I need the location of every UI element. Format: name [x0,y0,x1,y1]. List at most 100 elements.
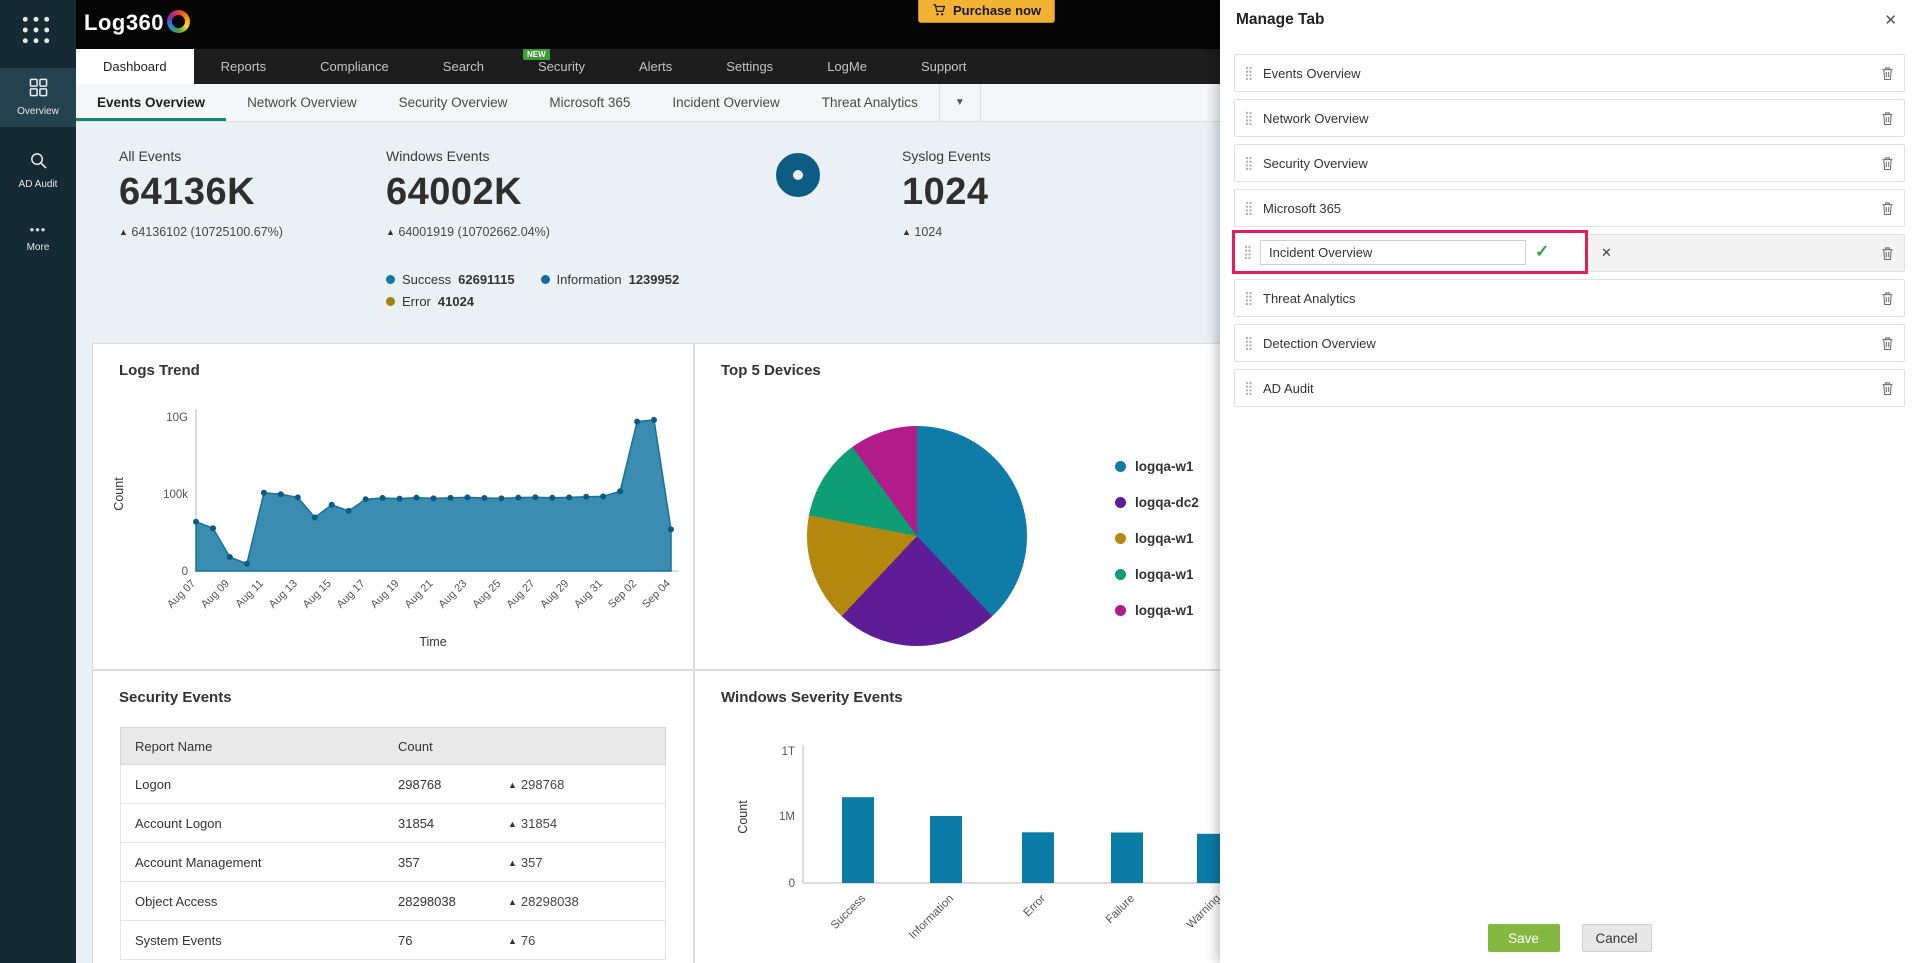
windows-events-legend: Success 62691115 Information 1239952 Error 41… [386,272,786,309]
sidebar: Overview AD Audit ••• More [0,0,76,963]
security-events-table: Report Name Count Logon 298768 ▲ 298768 Accoun… [120,727,666,960]
up-arrow-icon: ▲ [508,779,517,790]
card-title: Windows Severity Events [721,689,903,706]
drag-handle-icon[interactable] [1245,336,1252,351]
up-arrow-icon: ▲ [508,896,517,907]
legend-dot [1115,568,1126,580]
count-cell: 76 [398,932,413,948]
nav-tab-logme[interactable]: LogMe [800,49,894,84]
svg-text:1M: 1M [779,811,795,823]
svg-text:Aug 23: Aug 23 [436,578,469,611]
nav-tab-support[interactable]: Support [894,49,994,84]
legend-dot [1115,604,1126,616]
nav-tab-search[interactable]: Search [416,49,511,84]
cancel-rename-icon[interactable]: ✕ [1601,245,1612,260]
drag-handle-icon[interactable] [1244,245,1251,260]
drag-handle-icon[interactable] [1245,156,1252,171]
tab-overflow-caret[interactable]: ▼ [938,84,981,121]
nav-tab-alerts[interactable]: Alerts [612,49,699,84]
report-name-cell: Object Access [135,893,218,909]
log360-logo[interactable]: Log360 [84,10,191,36]
stat-value: 1024 [902,171,989,213]
stat-title: Syslog Events [902,148,991,164]
drag-handle-icon[interactable] [1245,66,1252,81]
nav-tab-compliance[interactable]: Compliance [293,49,416,84]
syslog-events-stat: Syslog Events 1024 ▲ 1024 [902,148,991,239]
trash-icon[interactable] [1881,201,1894,216]
trash-icon[interactable] [1881,291,1894,306]
trash-icon[interactable] [1881,66,1894,81]
cart-icon [932,3,946,17]
svg-text:10G: 10G [166,412,188,424]
svg-text:Aug 29: Aug 29 [538,578,571,611]
purchase-now-button[interactable]: Purchase now [918,0,1056,23]
sidebar-item-label: AD Audit [18,179,58,190]
count-change-cell: ▲ 31854 [508,815,558,831]
nav-tab-settings[interactable]: Settings [699,49,800,84]
svg-text:Count: Count [736,800,750,834]
chevron-down-icon: ▼ [954,97,965,108]
close-icon[interactable]: ✕ [1884,12,1897,29]
svg-text:Aug 21: Aug 21 [402,578,435,611]
sidebar-item-more[interactable]: ••• More [0,214,76,263]
manage-row-network-overview: Network Overview [1234,99,1905,137]
legend-dot [386,275,395,284]
tab-edit-box: ✓ [1232,230,1588,274]
confirm-rename-icon[interactable]: ✓ [1535,242,1550,261]
trash-icon[interactable] [1881,156,1894,171]
legend-dot [386,297,395,306]
drag-handle-icon[interactable] [1245,111,1252,126]
legend-item-information: Information 1239952 [540,272,679,287]
top5-devices-legend: logqa-w1 logqa-dc2 logqa-w1 logqa-w1 logqa-w… [1115,448,1199,628]
up-arrow-icon: ▲ [386,227,395,237]
count-cell: 31854 [398,815,435,831]
pie-legend-item: logqa-dc2 [1115,484,1199,520]
up-arrow-icon: ▲ [508,857,517,868]
report-name-cell: Logon [135,776,172,792]
nav-tab-reports[interactable]: Reports [194,49,294,84]
sidebar-item-overview[interactable]: Overview [0,68,76,127]
all-events-stat: All Events 64136K ▲ 64136102 (10725100.6… [119,148,283,239]
dashboard-tab-incident-overview[interactable]: Incident Overview [672,95,780,110]
sidebar-item-label: More [26,242,50,253]
nav-tab-security[interactable]: Security NEW [511,49,612,84]
nav-tab-label: Search [442,59,484,74]
dashboard-tab-security-overview[interactable]: Security Overview [398,95,508,110]
dashboard-tab-threat-analytics[interactable]: Threat Analytics [821,95,918,110]
tab-name-input[interactable] [1260,239,1526,265]
dashboard-tab-network-overview[interactable]: Network Overview [247,95,357,110]
pie-legend-item: logqa-w1 [1115,556,1199,592]
windows-events-donut [776,153,820,197]
nav-tab-label: Alerts [638,59,673,74]
trash-icon[interactable] [1881,381,1894,396]
stat-change: ▲ 1024 [902,225,943,239]
trash-icon[interactable] [1881,111,1894,126]
svg-text:Aug 07: Aug 07 [165,578,198,611]
drag-handle-icon[interactable] [1245,381,1252,396]
nav-tab-dashboard[interactable]: Dashboard [76,49,194,84]
drag-handle-icon[interactable] [1245,201,1252,216]
manage-row-detection-overview: Detection Overview [1234,324,1905,362]
svg-text:Aug 31: Aug 31 [572,578,605,611]
panel-footer: Save Cancel [1220,924,1919,952]
new-badge: NEW [523,49,550,60]
legend-dot [1115,496,1126,508]
cancel-button[interactable]: Cancel [1581,924,1652,952]
trash-icon[interactable] [1881,336,1894,351]
drag-handle-icon[interactable] [1245,291,1252,306]
purchase-label: Purchase now [953,2,1042,18]
report-name-cell: Account Logon [135,815,222,831]
trash-icon[interactable] [1881,246,1894,261]
save-button[interactable]: Save [1487,924,1560,952]
manage-row-label: AD Audit [1263,380,1314,396]
manage-row-events-overview: Events Overview [1234,54,1905,92]
dashboard-tab-events-overview[interactable]: Events Overview [76,84,227,121]
app-grid-icon[interactable] [21,15,55,50]
stat-change: ▲ 64136102 (10725100.67%) [119,225,283,239]
card-title: Top 5 Devices [721,362,821,379]
dashboard-tab-microsoft-365[interactable]: Microsoft 365 [549,95,631,110]
nav-tab-label: Settings [726,59,774,74]
table-row: Account Logon 31854 ▲ 31854 [120,804,666,843]
windows-severity-card: Windows Severity Events 0 1M 1T Success Info… [694,670,1304,963]
sidebar-item-ad-audit[interactable]: AD Audit [0,141,76,200]
